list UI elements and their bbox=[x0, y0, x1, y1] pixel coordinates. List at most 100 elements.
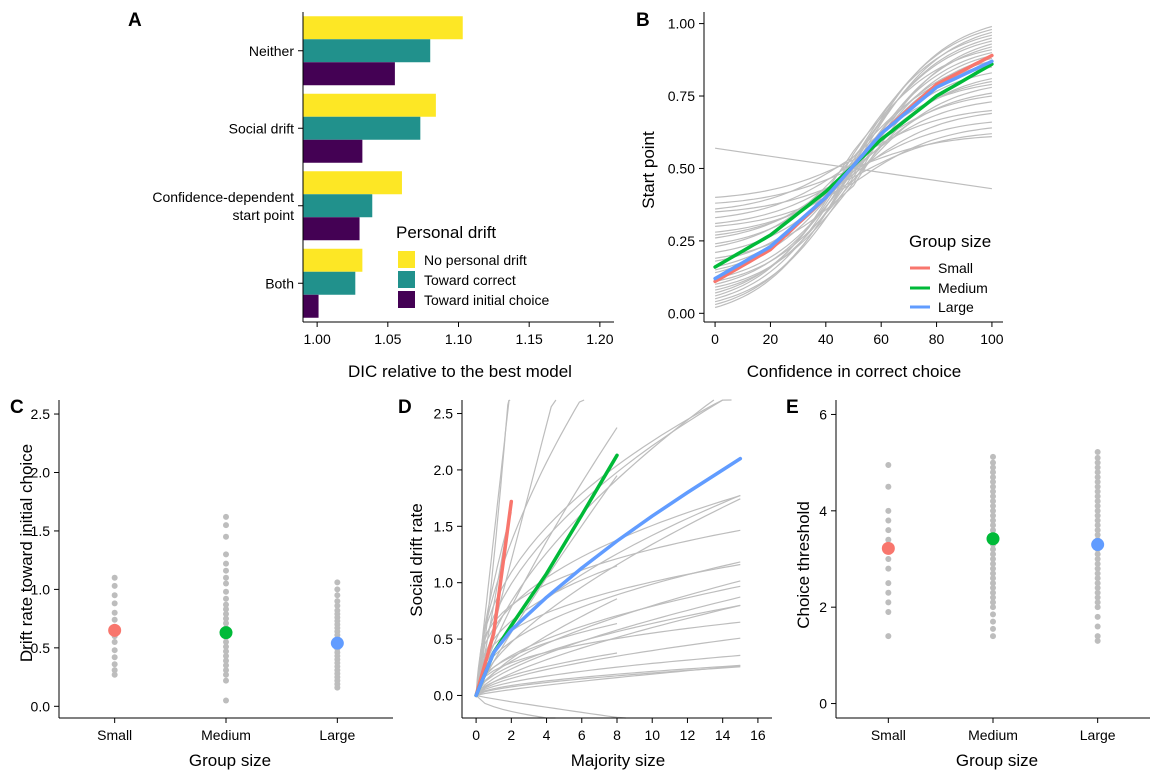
individual-point-small bbox=[885, 536, 892, 543]
panel-a-x-tick-label: 1.00 bbox=[304, 331, 331, 347]
individual-point-medium bbox=[990, 618, 996, 625]
individual-point-medium bbox=[990, 478, 996, 485]
individual-social-drift-curve bbox=[475, 399, 715, 696]
individual-point-large bbox=[334, 586, 341, 593]
individual-start-point-curve bbox=[715, 127, 992, 227]
individual-point-medium bbox=[990, 453, 996, 460]
mean-point-medium bbox=[986, 532, 1000, 546]
panel-e-y-tick-label: 2 bbox=[819, 599, 827, 615]
individual-start-point-curve bbox=[714, 34, 993, 297]
panel-d-x-tick-label: 0 bbox=[472, 727, 480, 743]
individual-point-medium bbox=[990, 517, 996, 524]
panel-e: E Small Medium Large 0 2 4 6 Group size Choice… bbox=[786, 397, 1150, 770]
individual-social-drift-curve bbox=[475, 654, 741, 696]
individual-point-small bbox=[111, 661, 118, 668]
individual-point-small bbox=[111, 616, 118, 623]
panel-b-x-tick-label: 80 bbox=[929, 331, 945, 347]
panel-b-legend: Group size Small Medium Large bbox=[909, 232, 991, 315]
individual-point-small bbox=[885, 589, 892, 596]
panel-c-x-tick-label: Small bbox=[97, 727, 132, 743]
individual-social-drift-curve bbox=[475, 399, 723, 696]
individual-point-medium bbox=[223, 551, 229, 558]
series-line-large bbox=[474, 456, 743, 698]
individual-point-medium bbox=[990, 512, 996, 519]
individual-point-large bbox=[1094, 464, 1101, 471]
individual-point-large bbox=[1094, 637, 1101, 644]
bar-confidence-dependent-start-point-no-personal-drift bbox=[303, 171, 402, 195]
panel-a-category-label: Confidence-dependent start point bbox=[152, 189, 294, 223]
bar-both-toward-correct bbox=[303, 271, 356, 295]
individual-point-small bbox=[885, 462, 892, 469]
individual-point-medium bbox=[223, 610, 229, 617]
individual-social-drift-curve bbox=[475, 694, 556, 719]
individual-point-small bbox=[111, 582, 118, 589]
individual-point-large bbox=[1094, 493, 1101, 500]
individual-start-point-curve bbox=[714, 78, 993, 282]
individual-point-small bbox=[885, 527, 892, 534]
legend-label-large: Large bbox=[938, 299, 974, 315]
individual-point-large bbox=[1094, 517, 1101, 524]
panel-e-y-label: Choice threshold bbox=[794, 501, 813, 629]
panel-c-y-tick-label: 0.5 bbox=[31, 640, 51, 656]
individual-start-point-curve bbox=[715, 112, 992, 236]
panel-a-bars bbox=[303, 16, 463, 318]
individual-start-point-curve bbox=[715, 133, 992, 213]
individual-start-point-curve bbox=[715, 95, 992, 219]
panel-b-label: B bbox=[636, 10, 650, 31]
individual-point-small bbox=[111, 574, 118, 581]
panel-c-x-tick-label: Medium bbox=[201, 727, 251, 743]
individual-point-medium bbox=[990, 604, 996, 611]
individual-start-point-curve bbox=[714, 54, 993, 303]
mean-point-small bbox=[108, 623, 122, 637]
individual-start-point-curve bbox=[715, 136, 992, 204]
individual-point-medium bbox=[223, 657, 229, 664]
panel-b-y-tick-label: 0.75 bbox=[668, 88, 695, 104]
individual-point-small bbox=[885, 556, 892, 562]
individual-start-point-curve bbox=[715, 83, 992, 210]
panel-c-y-tick-label: 1.5 bbox=[31, 523, 51, 539]
individual-point-small bbox=[885, 609, 892, 615]
individual-point-large bbox=[1094, 551, 1101, 558]
individual-point-small bbox=[885, 580, 892, 587]
individual-start-point-curve bbox=[715, 101, 992, 245]
individual-point-medium bbox=[990, 584, 996, 591]
panel-b-y-tick-label: 0.00 bbox=[668, 305, 695, 321]
individual-point-large bbox=[1094, 556, 1101, 562]
individual-point-medium bbox=[990, 599, 996, 606]
individual-point-large bbox=[1094, 454, 1101, 461]
individual-point-medium bbox=[990, 507, 996, 514]
panel-d-individual-curves bbox=[475, 399, 741, 719]
panel-e-x-tick-label: Large bbox=[1080, 727, 1116, 743]
individual-social-drift-curve bbox=[475, 495, 741, 696]
panel-d-x-tick-label: 6 bbox=[578, 727, 586, 743]
panel-b-x-tick-label: 0 bbox=[711, 331, 719, 347]
panel-a-category-label: Social drift bbox=[229, 120, 294, 136]
series-line-small bbox=[474, 499, 514, 698]
mean-point-large bbox=[1091, 538, 1105, 552]
individual-point-large bbox=[1094, 570, 1101, 577]
individual-point-small bbox=[885, 565, 892, 572]
individual-point-large bbox=[1094, 633, 1101, 640]
individual-point-medium bbox=[223, 662, 229, 669]
individual-point-medium bbox=[990, 575, 996, 582]
panel-a-label: A bbox=[128, 10, 142, 31]
panel-d-x-tick-label: 10 bbox=[644, 727, 660, 743]
individual-point-medium bbox=[223, 653, 229, 660]
bar-neither-toward-correct bbox=[303, 39, 431, 63]
individual-point-medium bbox=[990, 488, 996, 495]
panel-a-x-tick-label: 1.20 bbox=[586, 331, 613, 347]
legend-label-no-personal-drift: No personal drift bbox=[424, 252, 527, 268]
legend-title-group-size: Group size bbox=[909, 232, 991, 251]
panel-a-category-label: Neither bbox=[249, 43, 294, 59]
individual-point-medium bbox=[990, 493, 996, 500]
individual-social-drift-curve bbox=[475, 399, 585, 696]
panel-e-x-tick-label: Small bbox=[871, 727, 906, 743]
individual-point-large bbox=[1094, 531, 1101, 538]
individual-point-medium bbox=[990, 459, 996, 466]
individual-point-large bbox=[334, 602, 341, 609]
bar-confidence-dependent-start-point-toward-initial-choice bbox=[303, 217, 360, 241]
individual-point-small bbox=[111, 592, 118, 599]
panel-b-x-label: Confidence in correct choice bbox=[747, 362, 962, 381]
individual-point-large bbox=[1094, 483, 1101, 490]
